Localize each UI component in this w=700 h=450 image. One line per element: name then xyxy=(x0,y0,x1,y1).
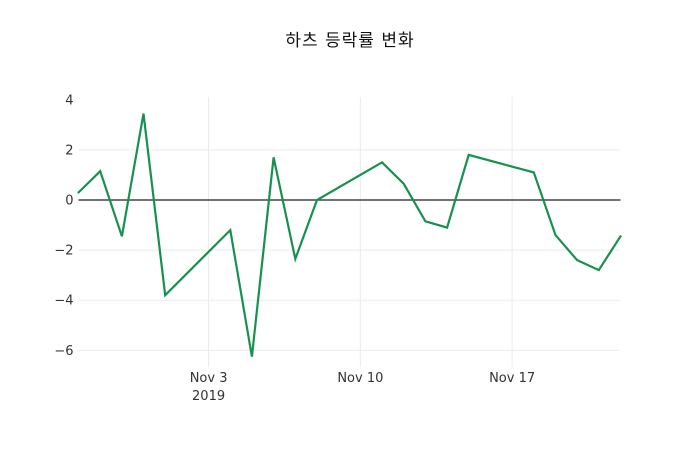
y-tick-label: 4 xyxy=(65,93,73,108)
y-tick-label: −6 xyxy=(54,344,73,359)
x-tick-label: Nov 17 xyxy=(489,371,535,386)
series-line xyxy=(77,113,622,357)
y-tick-label: 2 xyxy=(65,143,73,158)
y-tick-label: −2 xyxy=(54,244,73,259)
x-tick-year-label: 2019 xyxy=(192,389,225,404)
x-tick-label: Nov 10 xyxy=(337,371,383,386)
y-tick-label: 0 xyxy=(65,194,73,209)
y-tick-label: −4 xyxy=(54,294,73,309)
x-tick-label: Nov 3 xyxy=(190,371,228,386)
chart-title: 하츠 등락률 변화 xyxy=(285,31,415,51)
